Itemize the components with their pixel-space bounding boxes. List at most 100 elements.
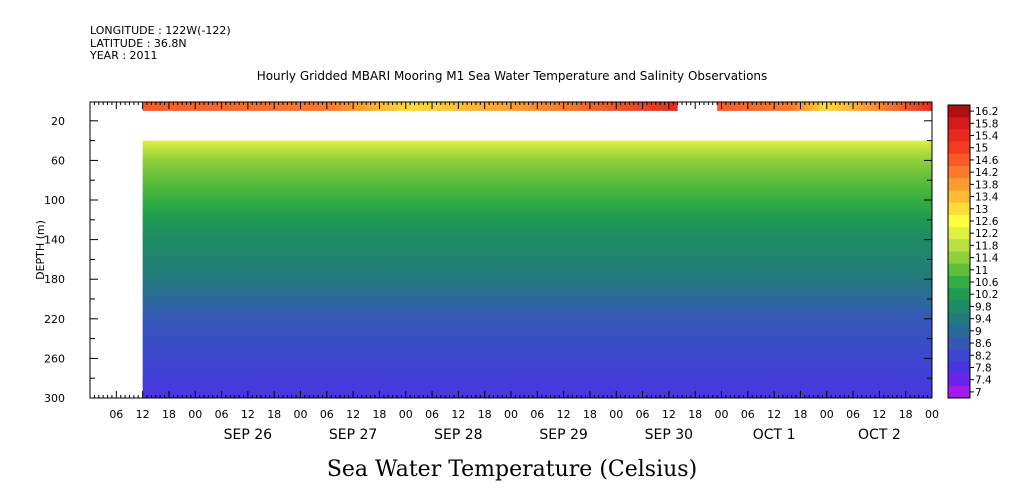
colorbar-swatch — [948, 105, 970, 118]
colorbar-label: 13.8 — [975, 179, 998, 191]
x-hour-label: 06 — [530, 408, 544, 421]
y-tick-label: 140 — [44, 234, 65, 247]
x-hour-label: 00 — [188, 408, 202, 421]
colorbar-label: 9 — [975, 326, 982, 338]
colorbar-swatch — [948, 275, 970, 289]
x-day-label: SEP 28 — [434, 427, 482, 443]
colorbar-swatch — [948, 336, 970, 350]
colorbar-label: 10.2 — [975, 289, 998, 301]
colorbar-label: 7.4 — [975, 375, 992, 387]
x-hour-label: 18 — [267, 408, 281, 421]
surface-band-segment — [717, 102, 932, 111]
x-hour-label: 12 — [346, 408, 360, 421]
x-hour-label: 06 — [425, 408, 439, 421]
colorbar-label: 16.2 — [975, 106, 998, 118]
x-hour-label: 00 — [715, 408, 729, 421]
y-tick-label: 180 — [44, 273, 65, 286]
colorbar-frame — [947, 104, 971, 399]
colorbar-swatch — [948, 166, 970, 179]
x-hour-label: 00 — [294, 408, 308, 421]
x-hour-label: 00 — [925, 408, 939, 421]
x-day-label: OCT 2 — [858, 427, 901, 443]
colorbar-label: 15 — [975, 143, 988, 155]
x-day-label: SEP 26 — [224, 427, 273, 443]
colorbar-swatch — [948, 288, 970, 301]
x-hour-label: 00 — [820, 408, 834, 421]
longitude-label: LONGITUDE : 122W(-122) — [90, 24, 231, 37]
colorbar-swatch — [948, 349, 970, 362]
colorbar-swatch — [948, 324, 970, 338]
colorbar-label: 14.6 — [975, 155, 999, 167]
colorbar-swatch — [948, 202, 970, 216]
x-hour-label: 06 — [636, 408, 650, 421]
colorbar-label: 9.8 — [975, 301, 992, 313]
colorbar-label: 11 — [975, 265, 988, 277]
x-hour-label: 18 — [899, 408, 913, 421]
x-axis-label: Sea Water Temperature (Celsius) — [327, 457, 697, 482]
x-axis: 06 12 18 00 06 12 18 00 06 12 18 00 06 12 18 00 06 12 18 00… — [89, 102, 939, 443]
colorbar-label: 11.4 — [975, 253, 999, 265]
x-hour-label: 00 — [609, 408, 623, 421]
colorbar-label: 12.2 — [975, 228, 998, 240]
colorbar-swatch — [948, 129, 970, 142]
colorbar-swatch — [948, 385, 970, 399]
x-hour-label: 12 — [241, 408, 255, 421]
temperature-field — [142, 140, 932, 398]
colorbar-swatch — [948, 263, 970, 277]
x-day-label: SEP 27 — [329, 427, 377, 443]
x-hour-label: 06 — [215, 408, 229, 421]
colorbar-label: 10.6 — [975, 277, 999, 289]
colorbar-label: 7 — [975, 387, 982, 399]
colorbar-swatch — [948, 300, 970, 313]
x-hour-label: 18 — [372, 408, 386, 421]
x-hour-label: 00 — [399, 408, 413, 421]
colorbar-swatch — [948, 361, 970, 374]
y-axis-label: DEPTH (m) — [34, 220, 47, 280]
latitude-label: LATITUDE : 36.8N — [90, 37, 187, 50]
y-tick-label: 220 — [44, 313, 65, 326]
x-hour-label: 18 — [583, 408, 597, 421]
y-axis: 20 60 100 140 180 220 260 300 — [44, 115, 932, 405]
colorbar-swatch — [948, 141, 970, 155]
x-hour-label: 00 — [504, 408, 518, 421]
x-day-label: SEP 30 — [645, 427, 693, 443]
colorbar-swatch — [948, 312, 970, 326]
colorbar-swatch — [948, 214, 970, 228]
colorbar-swatch — [948, 227, 970, 240]
colorbar-label: 8.6 — [975, 338, 992, 350]
colorbar-label: 12.6 — [975, 216, 999, 228]
year-label: YEAR : 2011 — [89, 49, 158, 62]
x-day-label: SEP 29 — [539, 427, 587, 443]
x-hour-label: 06 — [741, 408, 755, 421]
x-hour-label: 18 — [688, 408, 702, 421]
y-tick-label: 20 — [51, 115, 65, 128]
colorbar-swatch — [948, 178, 970, 191]
x-hour-label: 06 — [320, 408, 334, 421]
colorbar-swatch — [948, 153, 970, 167]
x-day-label: OCT 1 — [753, 427, 796, 443]
colorbar-swatch — [948, 373, 970, 387]
colorbar-label: 14.2 — [975, 167, 998, 179]
plot-area — [89, 101, 933, 399]
y-tick-label: 300 — [44, 392, 65, 405]
colorbar-swatch — [948, 239, 970, 252]
surface-band-segment — [142, 102, 678, 111]
colorbar: 16.215.815.41514.614.213.813.41312.612.2… — [947, 104, 999, 399]
colorbar-label: 15.4 — [975, 131, 999, 143]
colorbar-label: 8.2 — [975, 350, 992, 362]
y-tick-label: 60 — [51, 154, 65, 167]
x-hour-label: 12 — [136, 408, 150, 421]
x-hour-label: 12 — [872, 408, 886, 421]
x-hour-label: 18 — [162, 408, 176, 421]
colorbar-label: 15.8 — [975, 118, 998, 130]
x-hour-label: 12 — [662, 408, 676, 421]
colorbar-swatch — [948, 251, 970, 265]
colorbar-label: 11.8 — [975, 240, 998, 252]
x-hour-label: 12 — [557, 408, 571, 421]
colorbar-label: 13 — [975, 204, 988, 216]
x-hour-label: 12 — [451, 408, 465, 421]
x-hour-label: 18 — [478, 408, 492, 421]
colorbar-swatch — [948, 190, 970, 203]
x-hour-label: 12 — [767, 408, 781, 421]
